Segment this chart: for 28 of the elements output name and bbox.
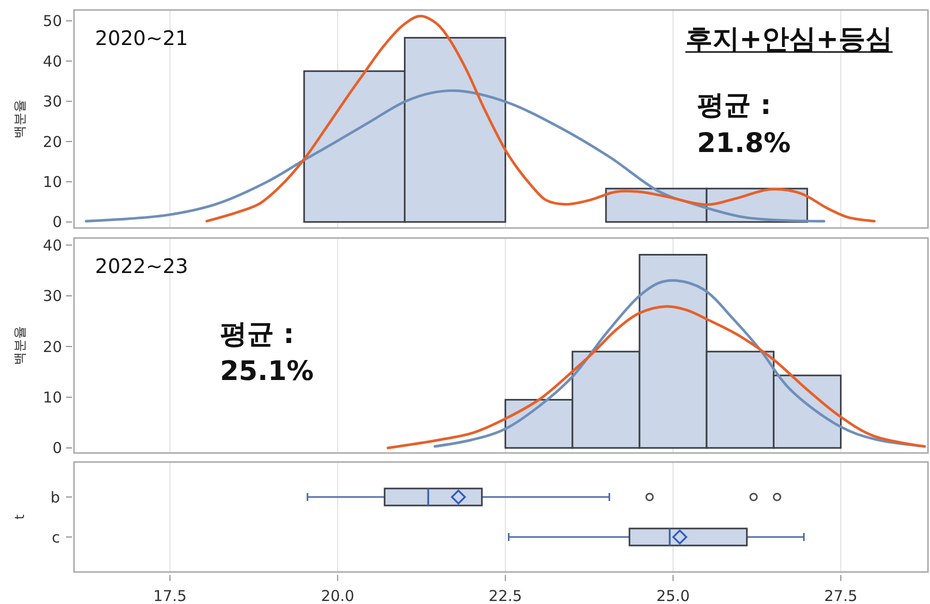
- annotation: 2020~21: [95, 26, 188, 50]
- y-tick-label: 30: [42, 287, 62, 306]
- line-series: [386, 305, 926, 450]
- annotation: 평균 : 25.1%: [220, 319, 314, 387]
- y-tick-label: 10: [42, 388, 62, 406]
- text: 후지+안심+등심: [685, 24, 893, 55]
- y-tick-label: 40: [42, 52, 62, 70]
- annotation: 2022~23: [95, 254, 188, 278]
- y-tick-label: 40: [42, 236, 62, 254]
- annotation: 평균 : 21.8%: [697, 90, 791, 159]
- line-series: [84, 89, 826, 222]
- x-tick-label: 22.5: [488, 587, 522, 604]
- y-tick-label: 20: [42, 338, 62, 356]
- y-tick-label: 30: [42, 92, 62, 111]
- y-axis-title: 백분율: [13, 326, 28, 365]
- x-tick-label: 27.5: [824, 587, 858, 604]
- x-tick-label: 20.0: [320, 587, 354, 604]
- y-tick-label: c: [52, 528, 60, 546]
- x-tick-label: 25.0: [656, 587, 690, 604]
- x-tick-label: 17.5: [153, 587, 187, 604]
- y-tick-label: 0: [52, 213, 62, 232]
- y-tick-label: b: [50, 488, 60, 506]
- y-axis-title: 백분율: [13, 100, 28, 138]
- y-axis-title: t: [13, 514, 28, 520]
- y-tick-label: 20: [42, 132, 62, 151]
- y-tick-label: 10: [42, 172, 62, 191]
- y-tick-label: 0: [52, 439, 62, 458]
- y-tick-label: 50: [42, 12, 62, 30]
